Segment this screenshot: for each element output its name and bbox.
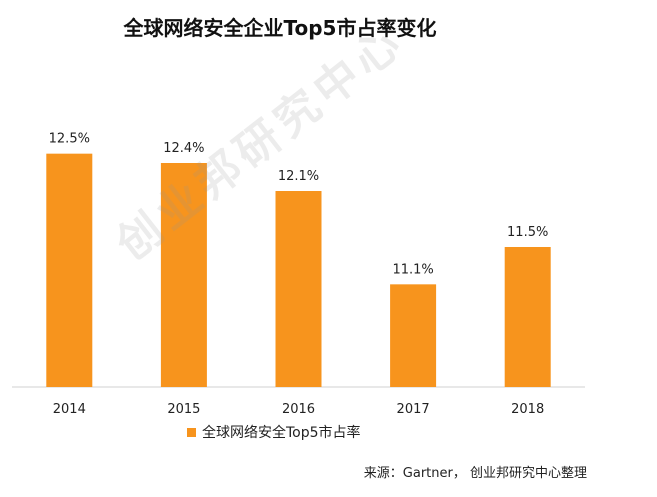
data-label-2018: 11.5% xyxy=(507,225,548,240)
legend-label: 全球网络安全Top5市占率 xyxy=(202,425,361,441)
x-tick-label-2017: 2017 xyxy=(397,402,430,417)
x-tick-label-2014: 2014 xyxy=(53,402,86,417)
bar-2015 xyxy=(160,163,207,387)
source-note: 来源：Gartner， 创业邦研究中心整理 xyxy=(363,466,587,481)
legend-swatch xyxy=(187,427,196,437)
data-label-2015: 12.4% xyxy=(163,141,204,156)
x-tick-label-2018: 2018 xyxy=(511,402,544,417)
x-tick-label-2015: 2015 xyxy=(167,402,200,417)
x-tick-label-2016: 2016 xyxy=(282,402,315,417)
bar-2017 xyxy=(390,284,437,387)
data-label-2014: 12.5% xyxy=(49,132,90,147)
bar-2016 xyxy=(275,191,322,387)
data-label-2017: 11.1% xyxy=(392,262,433,277)
bar-2014 xyxy=(46,153,93,387)
legend: 全球网络安全Top5市占率 xyxy=(187,422,361,442)
data-label-2016: 12.1% xyxy=(278,169,319,184)
chart-title: 全球网络安全企业Top5市占率变化 xyxy=(123,16,437,40)
bar-2018 xyxy=(504,247,551,387)
